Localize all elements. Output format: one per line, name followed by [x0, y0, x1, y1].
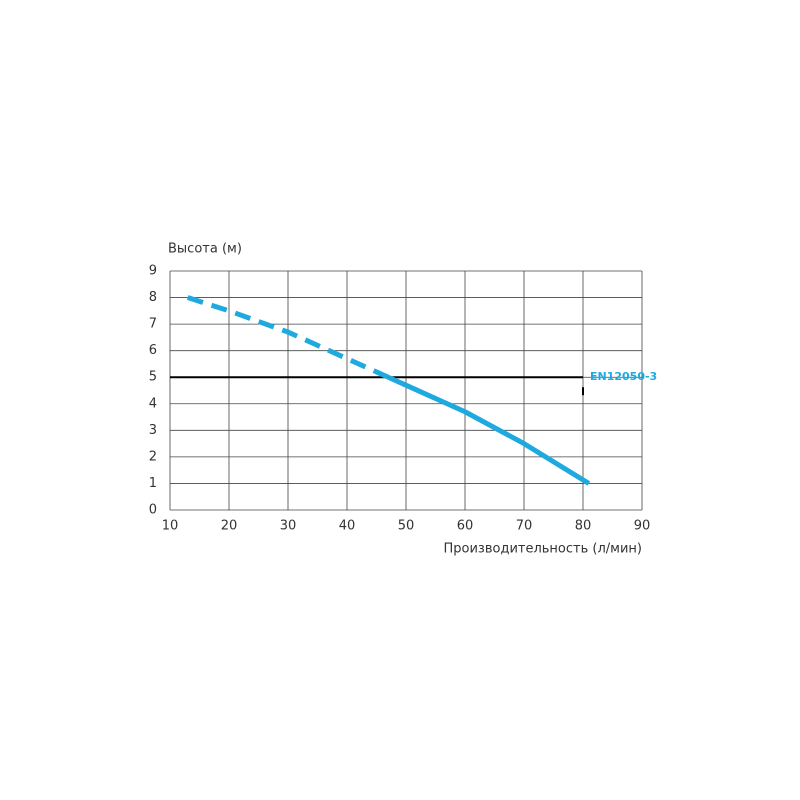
curve: [387, 374, 591, 486]
y-tick-label: 3: [149, 423, 157, 438]
y-axis-title: Высота (м): [168, 242, 242, 257]
x-tick-label: 70: [516, 519, 533, 534]
x-tick-label: 10: [162, 519, 179, 534]
y-tick-label: 9: [149, 264, 157, 279]
y-tick-label: 1: [149, 476, 157, 491]
y-tick-label: 8: [149, 290, 157, 305]
x-axis-title: Производительность (л/мин): [444, 542, 643, 557]
x-tick-label: 40: [339, 519, 356, 534]
y-tick-label: 6: [149, 343, 157, 358]
x-tick-label: 80: [575, 519, 592, 534]
x-tick-label: 20: [221, 519, 238, 534]
y-tick-label: 2: [149, 449, 157, 464]
y-tick-label: 4: [149, 396, 157, 411]
x-tick-label: 30: [280, 519, 297, 534]
curve: [186, 295, 390, 380]
y-tick-label: 0: [149, 503, 157, 518]
y-tick-label: 7: [149, 317, 157, 332]
reference-label: EN12050-3: [590, 370, 657, 383]
x-tick-label: 60: [457, 519, 474, 534]
y-tick-label: 5: [149, 370, 157, 385]
x-tick-label: 50: [398, 519, 415, 534]
x-tick-label: 90: [634, 519, 651, 534]
